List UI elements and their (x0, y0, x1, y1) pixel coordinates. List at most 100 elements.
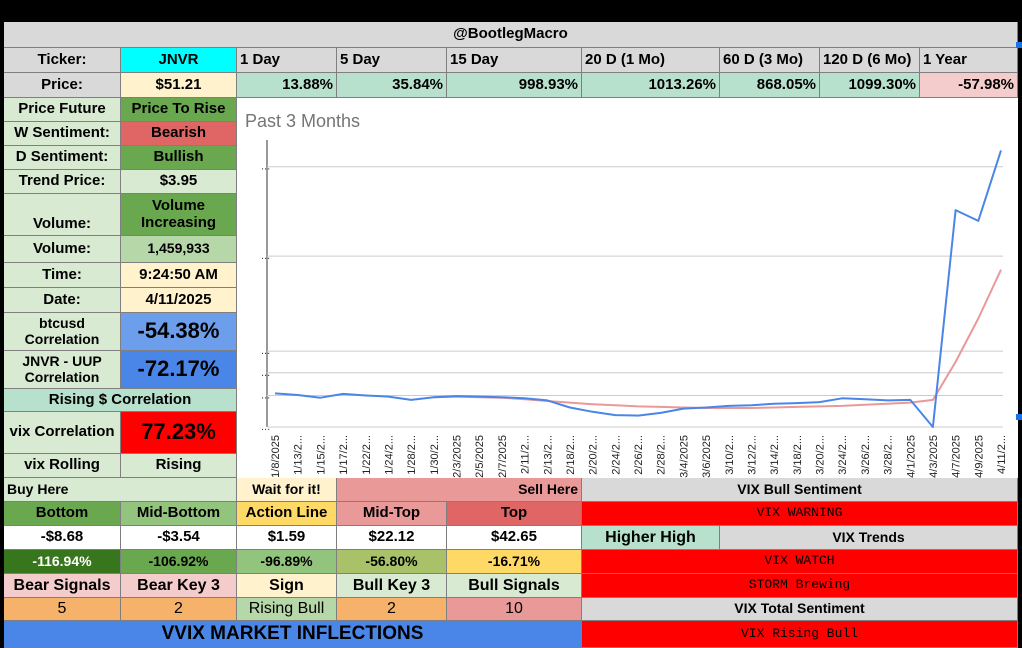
chart-x-tick-label: 2/13/2... (542, 435, 554, 475)
volume-trend-value[interactable]: Volume Increasing (121, 194, 237, 236)
vix-bull-sentiment[interactable]: VIX Bull Sentiment (582, 478, 1018, 502)
date-value[interactable]: 4/11/2025 (121, 288, 237, 313)
change-15day[interactable]: 998.93% (447, 73, 582, 98)
level-mid-bottom[interactable]: Mid-Bottom (121, 502, 237, 526)
pct-action-line[interactable]: -96.89% (237, 550, 337, 574)
ticker-label[interactable]: Ticker: (4, 48, 121, 73)
header-title[interactable]: @BootlegMacro (4, 22, 1018, 48)
buy-here-label[interactable]: Buy Here (4, 478, 237, 502)
rising-correlation[interactable]: Rising $ Correlation (4, 389, 237, 412)
uup-label[interactable]: JNVR - UUP Correlation (4, 351, 121, 389)
chart-svg: Past 3 Months .................. 1/8/202… (245, 111, 1008, 478)
change-20day[interactable]: 1013.26% (582, 73, 720, 98)
bull-key3-label[interactable]: Bull Key 3 (337, 574, 447, 598)
change-5day[interactable]: 35.84% (337, 73, 447, 98)
vix-rolling-label[interactable]: vix Rolling (4, 454, 121, 478)
chart-y-tick-label: ... (261, 421, 270, 433)
price-chart[interactable]: Past 3 Months .................. 1/8/202… (241, 105, 1018, 490)
spreadsheet: @BootlegMacro Ticker: JNVR 1 Day 5 Day 1… (4, 22, 1018, 648)
level-action-line[interactable]: Action Line (237, 502, 337, 526)
pct-bottom[interactable]: -116.94% (4, 550, 121, 574)
w-sentiment-value[interactable]: Bearish (121, 122, 237, 146)
price-top[interactable]: $42.65 (447, 526, 582, 550)
period-60day[interactable]: 60 D (3 Mo) (720, 48, 820, 73)
trend-price-label[interactable]: Trend Price: (4, 170, 121, 194)
chart-x-tick-label: 3/28/2... (883, 435, 895, 475)
vix-trends[interactable]: VIX Trends (720, 526, 1018, 550)
selection-handle-top[interactable] (1016, 42, 1022, 48)
change-1year[interactable]: -57.98% (920, 73, 1018, 98)
level-top[interactable]: Top (447, 502, 582, 526)
d-sentiment-label[interactable]: D Sentiment: (4, 146, 121, 170)
price-mid-top[interactable]: $22.12 (337, 526, 447, 550)
volume-label[interactable]: Volume: (4, 236, 121, 263)
storm-brewing[interactable]: STORM Brewing (582, 574, 1018, 598)
bull-key3-value[interactable]: 2 (337, 598, 447, 621)
d-sentiment-value[interactable]: Bullish (121, 146, 237, 170)
bear-key3-value[interactable]: 2 (121, 598, 237, 621)
vix-rising-bull[interactable]: VIX Rising Bull (582, 621, 1018, 648)
change-120day[interactable]: 1099.30% (820, 73, 920, 98)
price-value[interactable]: $51.21 (121, 73, 237, 98)
level-bottom[interactable]: Bottom (4, 502, 121, 526)
price-future-label[interactable]: Price Future (4, 98, 121, 122)
bear-signals-label[interactable]: Bear Signals (4, 574, 121, 598)
period-120day[interactable]: 120 D (6 Mo) (820, 48, 920, 73)
chart-y-tick-label: ... (261, 390, 270, 402)
date-label[interactable]: Date: (4, 288, 121, 313)
period-15day[interactable]: 15 Day (447, 48, 582, 73)
period-1day[interactable]: 1 Day (237, 48, 337, 73)
period-20day[interactable]: 20 D (1 Mo) (582, 48, 720, 73)
level-mid-top[interactable]: Mid-Top (337, 502, 447, 526)
price-label[interactable]: Price: (4, 73, 121, 98)
bear-signals-value[interactable]: 5 (4, 598, 121, 621)
chart-lines (274, 150, 1002, 428)
change-1day[interactable]: 13.88% (237, 73, 337, 98)
vix-higher-high[interactable]: Higher High (582, 526, 720, 550)
chart-x-tick-label: 1/24/2... (383, 435, 395, 475)
chart-x-tick-label: 4/11/2... (996, 435, 1008, 474)
selection-handle-bottom[interactable] (1016, 414, 1022, 420)
vix-corr-value[interactable]: 77.23% (121, 412, 237, 454)
vix-rolling-value[interactable]: Rising (121, 454, 237, 478)
price-mid-bottom[interactable]: -$3.54 (121, 526, 237, 550)
uup-value[interactable]: -72.17% (121, 351, 237, 389)
chart-x-tick-label: 1/17/2... (338, 435, 350, 475)
sell-here-label[interactable]: Sell Here (337, 478, 582, 502)
chart-x-tick-label: 1/30/2... (429, 435, 441, 475)
period-5day[interactable]: 5 Day (337, 48, 447, 73)
vix-warning[interactable]: VIX WARNING (582, 502, 1018, 526)
vix-watch[interactable]: VIX WATCH (582, 550, 1018, 574)
wait-label[interactable]: Wait for it! (237, 478, 337, 502)
change-60day[interactable]: 868.05% (720, 73, 820, 98)
vvix-title[interactable]: VVIX MARKET INFLECTIONS (4, 621, 582, 648)
pct-mid-bottom[interactable]: -106.92% (121, 550, 237, 574)
chart-x-tick-label: 3/4/2025 (678, 435, 690, 478)
time-value[interactable]: 9:24:50 AM (121, 263, 237, 288)
chart-x-tick-label: 3/12/2... (746, 435, 758, 475)
vix-total-sentiment[interactable]: VIX Total Sentiment (582, 598, 1018, 621)
volume-trend-label[interactable]: Volume: (4, 194, 121, 236)
period-1year[interactable]: 1 Year (920, 48, 1018, 73)
pct-mid-top[interactable]: -56.80% (337, 550, 447, 574)
bull-signals-label[interactable]: Bull Signals (447, 574, 582, 598)
chart-x-tick-label: 1/28/2... (406, 435, 418, 475)
w-sentiment-label[interactable]: W Sentiment: (4, 122, 121, 146)
trend-price-value[interactable]: $3.95 (121, 170, 237, 194)
bear-key3-label[interactable]: Bear Key 3 (121, 574, 237, 598)
price-action-line[interactable]: $1.59 (237, 526, 337, 550)
sign-label[interactable]: Sign (237, 574, 337, 598)
vix-corr-label[interactable]: vix Correlation (4, 412, 121, 454)
price-bottom[interactable]: -$8.68 (4, 526, 121, 550)
ticker-value[interactable]: JNVR (121, 48, 237, 73)
chart-x-tick-label: 2/24/2... (610, 435, 622, 475)
sign-value[interactable]: Rising Bull (237, 598, 337, 621)
chart-x-tick-label: 4/3/2025 (928, 435, 940, 478)
volume-value[interactable]: 1,459,933 (121, 236, 237, 263)
price-future-value[interactable]: Price To Rise (121, 98, 237, 122)
pct-top[interactable]: -16.71% (447, 550, 582, 574)
time-label[interactable]: Time: (4, 263, 121, 288)
btcusd-value[interactable]: -54.38% (121, 313, 237, 351)
bull-signals-value[interactable]: 10 (447, 598, 582, 621)
btcusd-label[interactable]: btcusd Correlation (4, 313, 121, 351)
